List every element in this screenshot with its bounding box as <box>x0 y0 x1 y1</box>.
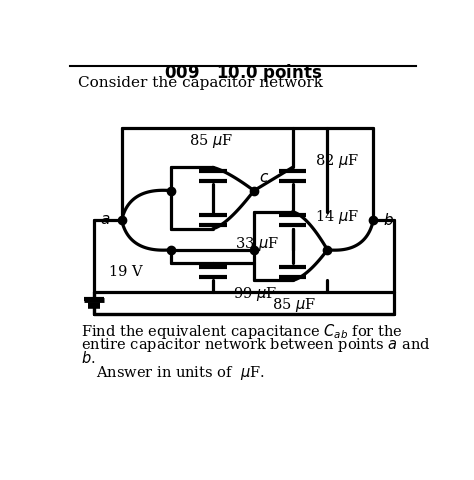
Text: $b$: $b$ <box>383 212 393 228</box>
Text: $b$.: $b$. <box>82 349 96 366</box>
Text: $\mathbf{009}$   $\mathbf{10.0\ points}$: $\mathbf{009}$ $\mathbf{10.0\ points}$ <box>164 62 322 84</box>
Text: 14 $\mu$F: 14 $\mu$F <box>315 207 359 226</box>
Text: 99 $\mu$F: 99 $\mu$F <box>233 285 277 303</box>
Text: $a$: $a$ <box>100 213 110 227</box>
Text: 19 V: 19 V <box>109 265 143 279</box>
Text: Answer in units of  $\mu$F.: Answer in units of $\mu$F. <box>96 364 265 383</box>
Text: 85 $\mu$F: 85 $\mu$F <box>189 132 233 150</box>
Text: Find the equivalent capacitance $C_{ab}$ for the: Find the equivalent capacitance $C_{ab}$… <box>82 322 403 341</box>
Text: 33 $\mu$F: 33 $\mu$F <box>235 235 279 253</box>
Text: Consider the capacitor network: Consider the capacitor network <box>78 76 323 90</box>
Text: 85 $\mu$F: 85 $\mu$F <box>273 296 316 314</box>
Text: 82 $\mu$F: 82 $\mu$F <box>315 152 359 170</box>
Text: $c$: $c$ <box>259 171 270 185</box>
Text: entire capacitor network between points $a$ and: entire capacitor network between points … <box>82 336 431 354</box>
